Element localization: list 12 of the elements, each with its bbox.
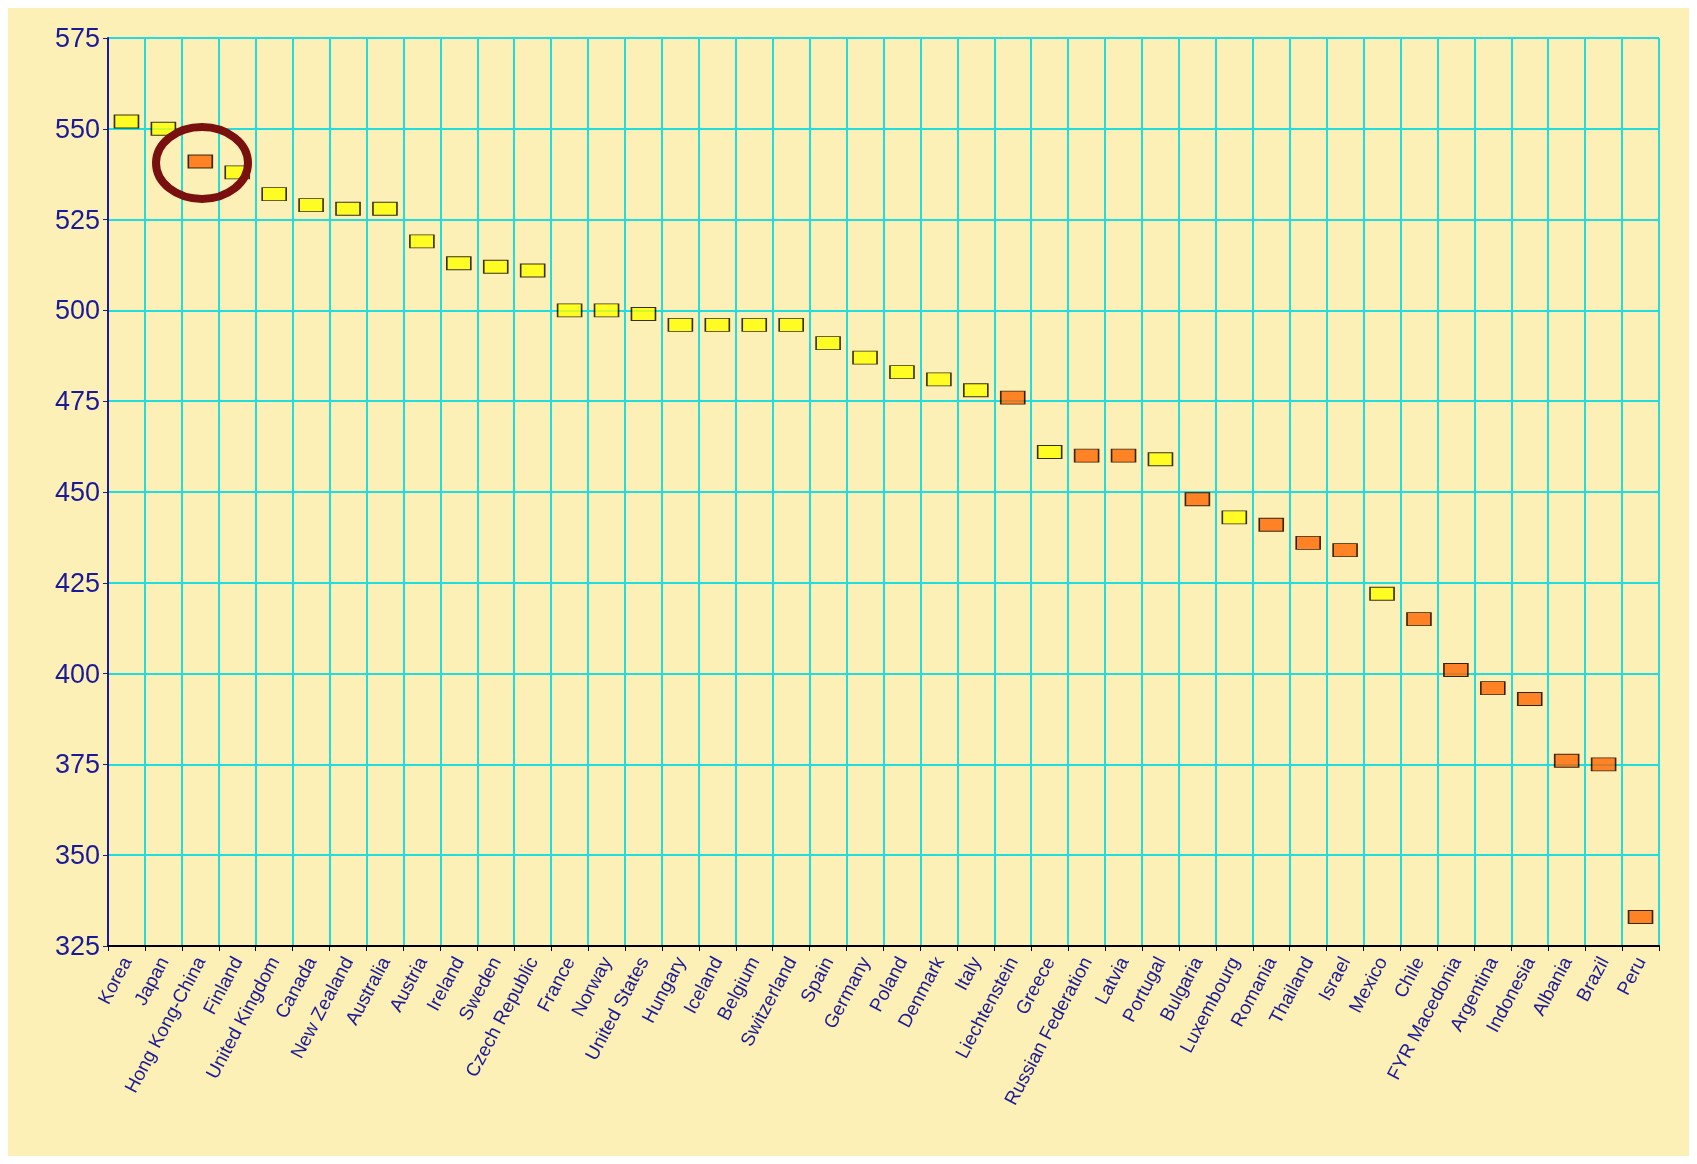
y-tick-label: 375	[54, 749, 100, 780]
y-tick-label: 575	[54, 23, 100, 53]
y-tick-label: 400	[54, 658, 100, 689]
x-tick-label: Peru	[1612, 953, 1650, 999]
y-tick-label: 525	[54, 204, 100, 235]
y-tick-label: 325	[54, 931, 100, 961]
y-tick-label: 500	[54, 295, 100, 326]
y-tick-label: 450	[54, 477, 100, 507]
y-tick-label: 475	[54, 386, 100, 417]
y-tick-label: 550	[54, 113, 100, 144]
y-tick-label: 425	[54, 567, 100, 598]
y-tick-label: 350	[54, 840, 100, 871]
